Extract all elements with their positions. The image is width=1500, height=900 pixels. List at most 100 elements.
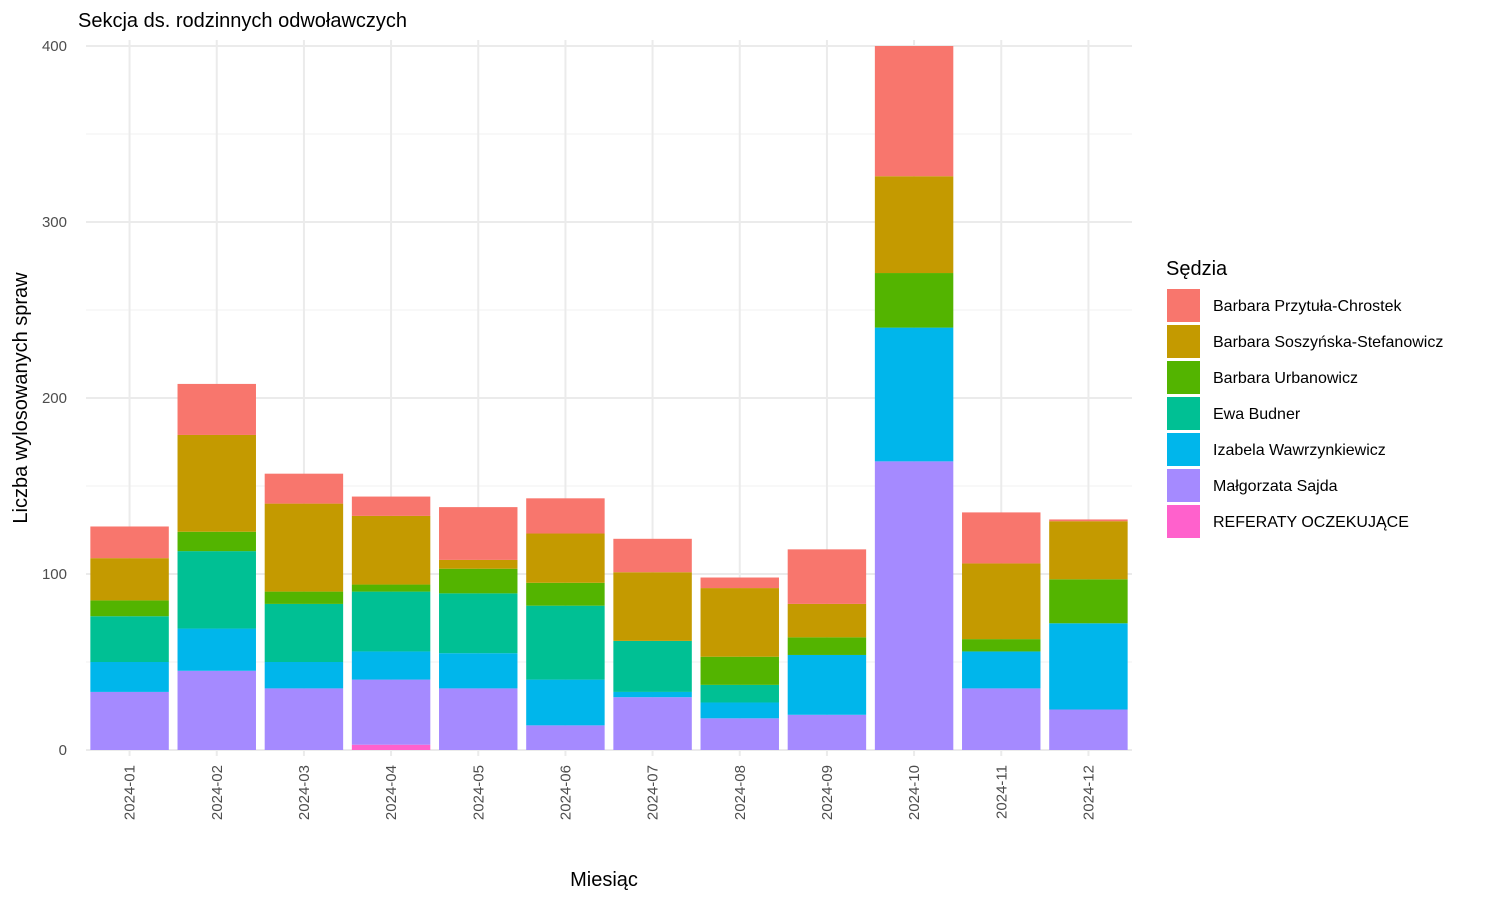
x-axis-title: Miesiąc (570, 869, 638, 891)
x-tick-label: 2024-08 (732, 765, 749, 820)
x-tick-label: 2024-10 (906, 765, 923, 820)
bar-segment (264, 662, 344, 689)
bar-segment (613, 572, 692, 641)
bar-segment (264, 688, 344, 750)
legend-label: Barbara Soszyńska-Stefanowicz (1213, 334, 1443, 351)
bar-segment (700, 684, 779, 703)
bar-segment (351, 591, 431, 652)
bar-segment (264, 603, 344, 662)
legend-swatch (1167, 325, 1200, 358)
y-axis-ticks: 0 100 200 300 400 (42, 38, 67, 759)
y-tick-label: 200 (42, 390, 67, 407)
bar-segment (351, 496, 431, 516)
legend: Sędzia Barbara Przytuła-ChrostekBarbara … (1166, 258, 1443, 538)
bar-segment (613, 697, 692, 750)
bar-segment (962, 688, 1041, 750)
legend-label: Ewa Budner (1213, 406, 1301, 423)
legend-label: REFERATY OCZEKUJĄCE (1213, 514, 1409, 531)
bar-segment (439, 593, 518, 654)
bar-segment (700, 577, 779, 589)
x-tick-label: 2024-07 (645, 765, 662, 820)
bar-segment (177, 670, 256, 750)
bars (90, 46, 1128, 750)
bar-segment (439, 559, 518, 569)
legend-title: Sędzia (1166, 258, 1228, 280)
x-tick-label: 2024-03 (296, 765, 313, 820)
bar-segment (526, 679, 605, 726)
x-tick-label: 2024-02 (209, 765, 226, 820)
x-tick-label: 2024-09 (819, 765, 836, 820)
legend-label: Barbara Urbanowicz (1213, 370, 1358, 387)
legend-swatch (1167, 397, 1200, 430)
bar-segment (177, 434, 256, 532)
bar-segment (962, 639, 1041, 652)
bar-segment (264, 591, 344, 604)
bar-segment (700, 656, 779, 685)
bar-segment (90, 616, 169, 662)
bar-segment (177, 628, 256, 671)
bar-segment (700, 588, 779, 657)
x-axis-ticks: 2024-01 2024-02 2024-03 2024-04 2024-05 2024-… (122, 765, 1098, 820)
bar-segment (613, 691, 692, 698)
bar-segment (874, 327, 954, 462)
bar-segment (90, 558, 169, 601)
x-tick-label: 2024-01 (122, 765, 139, 820)
y-tick-label: 300 (42, 214, 67, 231)
bar-segment (787, 549, 867, 604)
bar-segment (874, 273, 954, 328)
bar-segment (787, 637, 867, 655)
bar-segment (613, 640, 692, 692)
y-axis-title: Liczba wylosowanych spraw (10, 272, 32, 524)
bar-segment (264, 503, 344, 592)
bar-segment (90, 662, 169, 692)
bar-segment (177, 383, 256, 435)
legend-swatch (1167, 469, 1200, 502)
bar-segment (962, 563, 1041, 640)
y-tick-label: 0 (59, 742, 67, 759)
legend-swatch (1167, 505, 1200, 538)
x-tick-label: 2024-05 (470, 765, 487, 820)
bar-segment (962, 651, 1041, 689)
bar-segment (1049, 521, 1128, 580)
bar-segment (526, 725, 605, 750)
bar-segment (439, 688, 518, 750)
bar-segment (787, 714, 867, 750)
bar-segment (439, 653, 518, 689)
legend-label: Małgorzata Sajda (1213, 478, 1338, 495)
x-tick-label: 2024-11 (993, 765, 1010, 819)
bar-segment (526, 582, 605, 606)
bar-segment (700, 718, 779, 750)
bar-segment (874, 176, 954, 274)
legend-swatch (1167, 433, 1200, 466)
bar-segment (874, 46, 954, 177)
bar-segment (439, 568, 518, 594)
x-tick-label: 2024-06 (557, 765, 574, 820)
legend-swatch (1167, 289, 1200, 322)
bar-segment (439, 507, 518, 560)
bar-segment (351, 651, 431, 680)
bar-segment (1049, 623, 1128, 710)
x-tick-label: 2024-04 (383, 765, 400, 820)
bar-segment (962, 512, 1041, 564)
legend-label: Barbara Przytuła-Chrostek (1213, 298, 1403, 315)
bar-segment (1049, 519, 1128, 522)
bar-segment (787, 654, 867, 715)
bar-segment (526, 498, 605, 534)
y-tick-label: 100 (42, 566, 67, 583)
bar-segment (526, 533, 605, 583)
bar-segment (700, 702, 779, 719)
bar-segment (351, 515, 431, 585)
legend-items: Barbara Przytuła-Chrostek Barbara Soszyńs… (1167, 289, 1443, 538)
bar-segment (874, 461, 954, 750)
bar-segment (90, 691, 169, 750)
bar-segment (1049, 579, 1128, 624)
bar-segment (787, 603, 867, 638)
bar-segment (351, 679, 431, 745)
bar-segment (526, 605, 605, 680)
bar-segment (1049, 709, 1128, 750)
legend-label: Izabela Wawrzynkiewicz (1213, 442, 1386, 459)
bar-segment (264, 473, 344, 504)
x-tick-label: 2024-12 (1080, 765, 1097, 820)
bar-segment (90, 600, 169, 617)
